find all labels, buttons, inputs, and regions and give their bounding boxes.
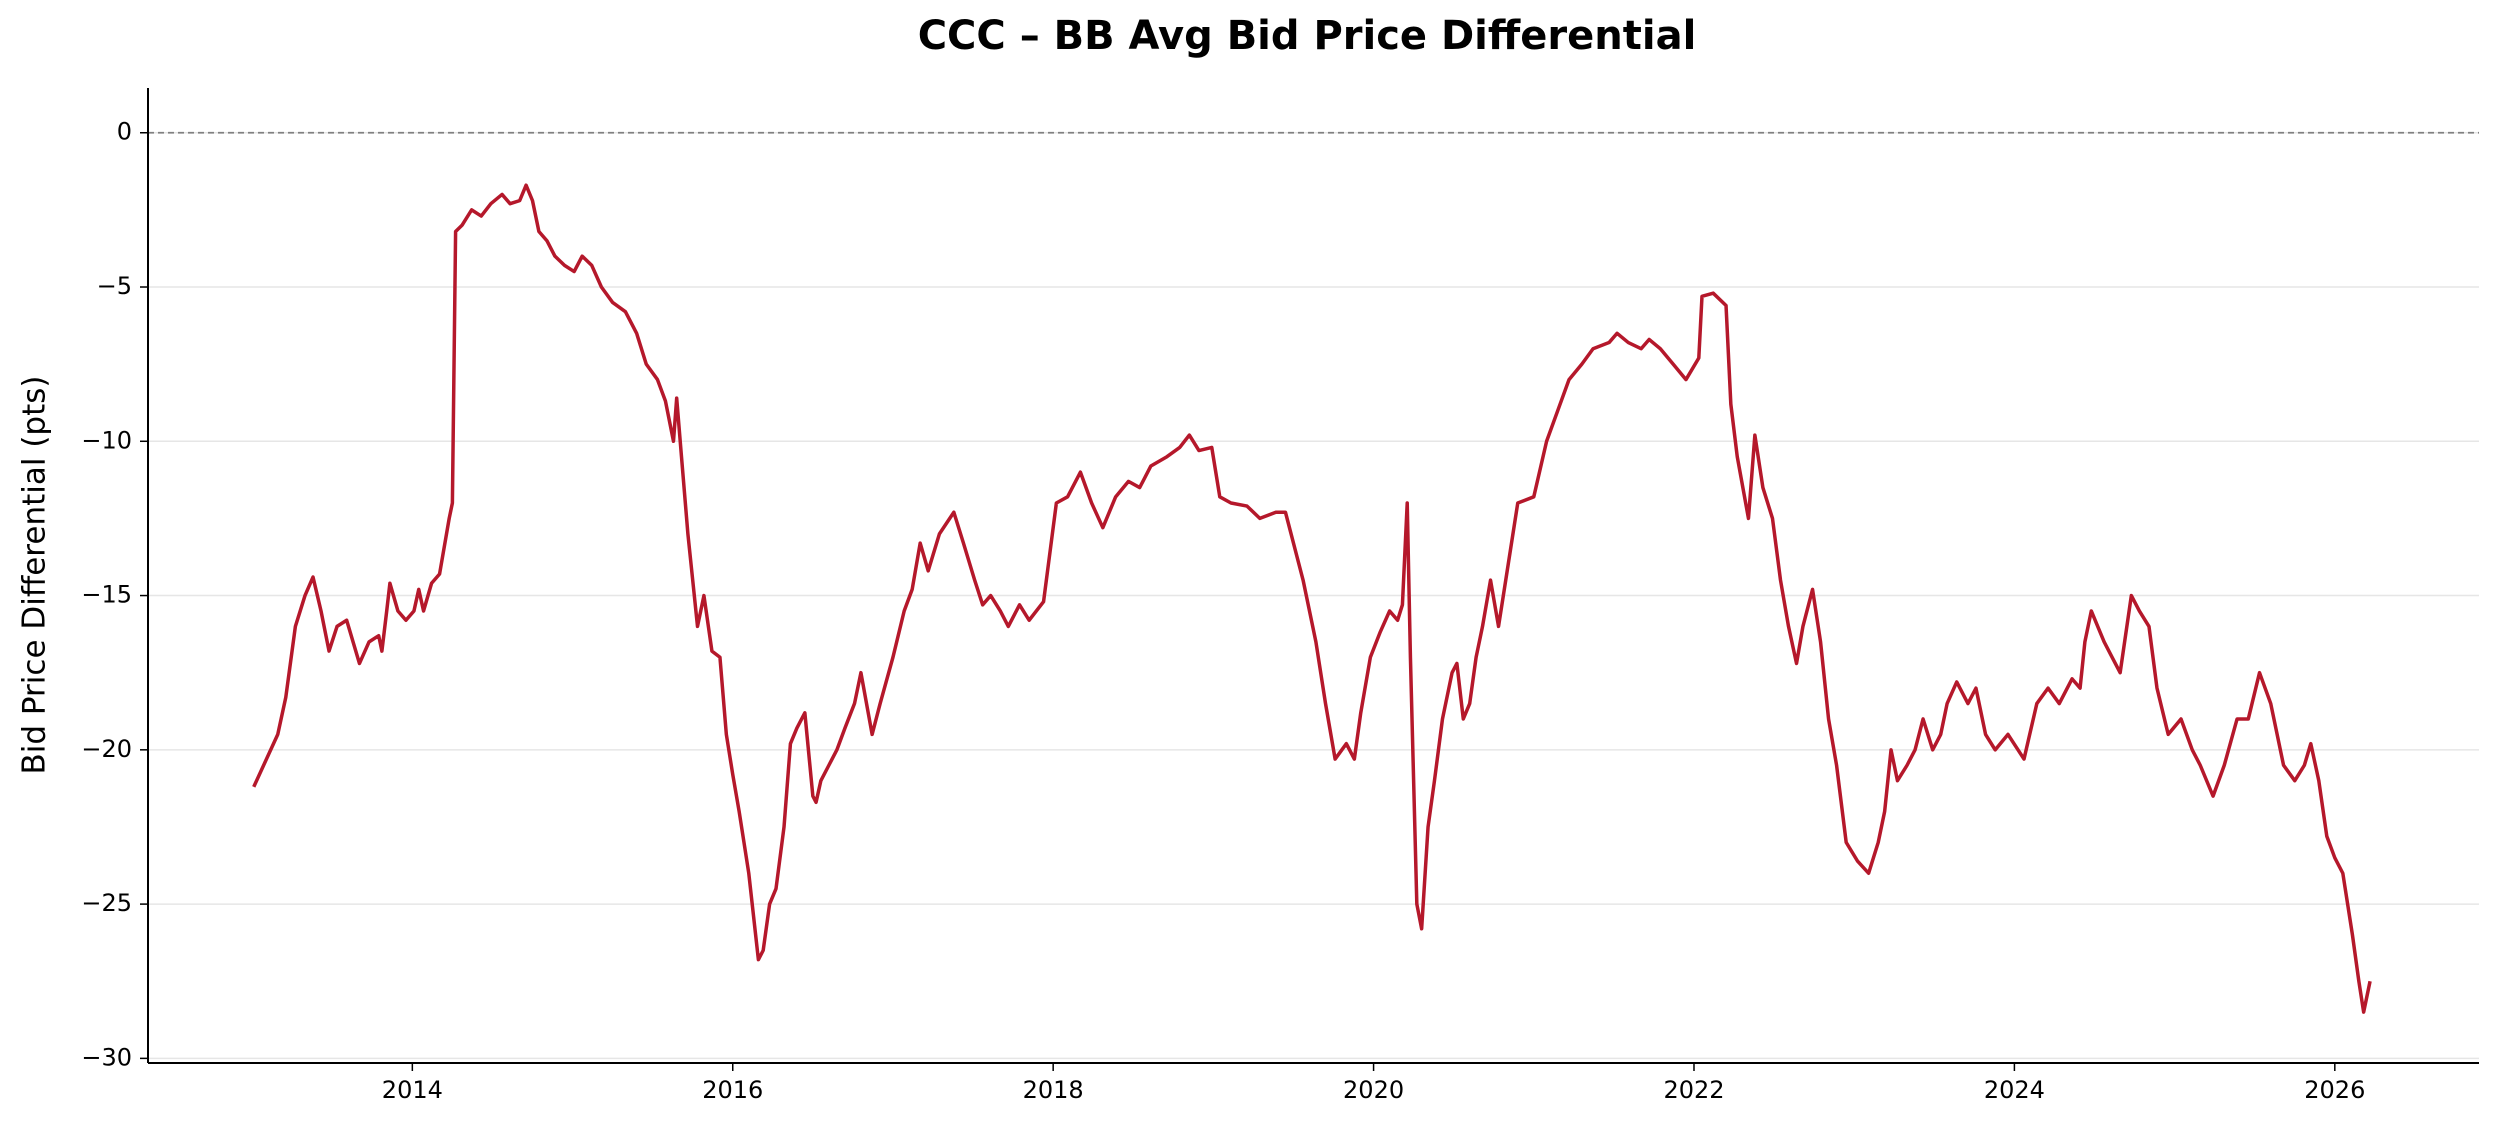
y-tick-label: −20 (81, 735, 132, 763)
chart-title: CCC – BB Avg Bid Price Differential (918, 13, 1697, 59)
x-tick-label: 2016 (702, 1076, 763, 1104)
y-axis-label: Bid Price Differential (pts) (17, 376, 53, 775)
x-tick-label: 2022 (1663, 1076, 1724, 1104)
x-tick-label: 2024 (1984, 1076, 2045, 1104)
y-tick-label: −15 (81, 581, 132, 609)
x-tick-label: 2020 (1343, 1076, 1404, 1104)
x-tick-label: 2014 (382, 1076, 443, 1104)
y-tick-label: −30 (81, 1043, 132, 1071)
x-tick-label: 2026 (2304, 1076, 2365, 1104)
y-tick-label: −25 (81, 889, 132, 917)
y-tick-label: 0 (117, 118, 132, 146)
x-tick-label: 2018 (1023, 1076, 1084, 1104)
data-line (252, 183, 2372, 1014)
y-tick-label: −5 (97, 272, 132, 300)
y-tick-label: −10 (81, 426, 132, 454)
